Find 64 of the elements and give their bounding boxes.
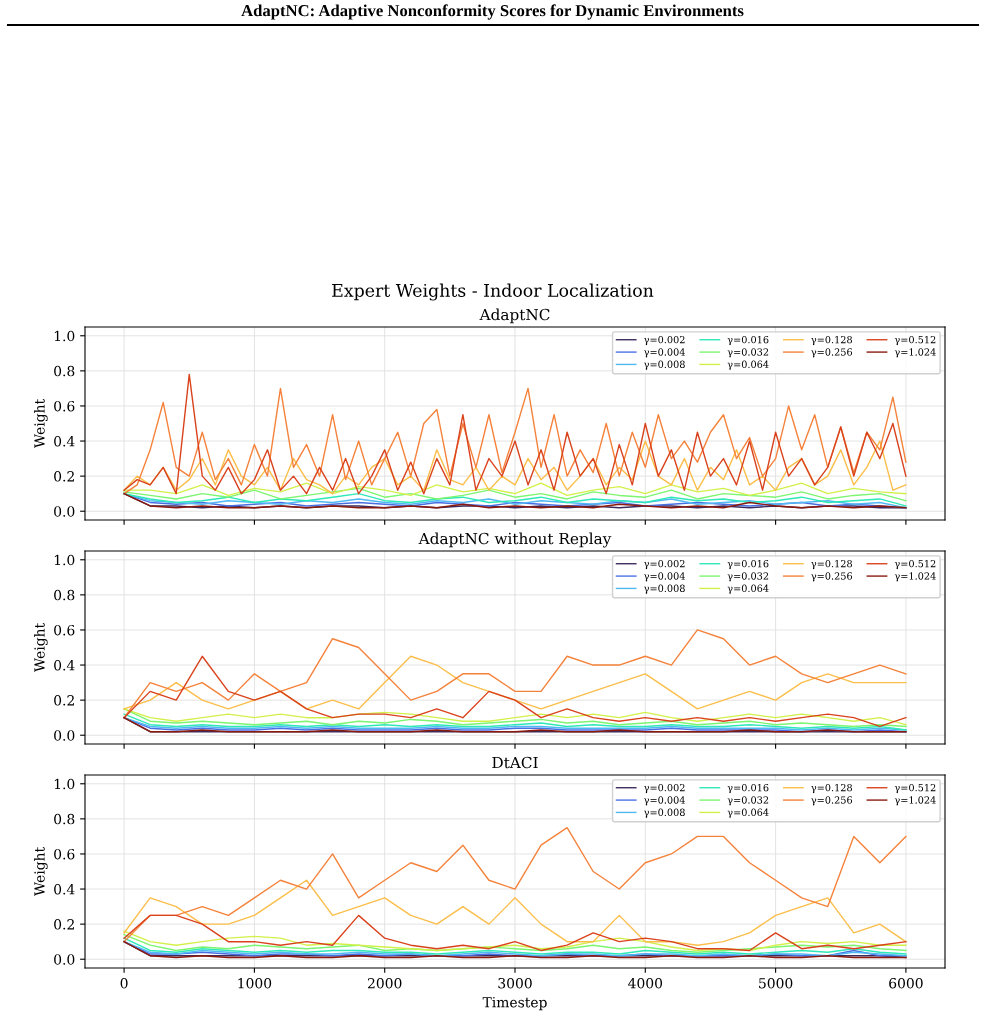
legend-label: γ=0.128 [811,335,852,346]
text: AdaptNC: Adaptive Nonconformity Scores for Dynamic Environments [241,4,744,20]
y-tick-label: 1.0 [54,778,75,790]
y-tick-label: 0.8 [54,365,75,377]
legend-label: γ=0.128 [811,559,852,570]
legend-label: γ=0.512 [894,335,936,346]
legend-label: γ=0.512 [894,783,936,794]
y-axis-title: Weight [34,847,48,897]
legend-label: γ=1.024 [894,572,936,582]
y-tick-label: 0.8 [54,589,75,601]
legend-label: γ=0.002 [644,783,685,794]
legend-label: γ=0.004 [644,572,685,582]
legend-label: γ=1.024 [894,796,936,806]
y-tick-label: 0.8 [54,813,75,825]
x-tick-label: 0 [120,977,128,989]
y-tick-label: 0.4 [54,436,75,447]
y-tick-label: 0.6 [54,848,75,860]
legend-label: γ=0.032 [727,348,769,358]
x-tick-label: 2000 [367,977,402,989]
legend-label: γ=0.008 [644,808,685,818]
y-tick-label: 0.0 [54,730,75,741]
y-tick-label: 0.2 [54,695,74,706]
legend-label: γ=0.008 [644,360,685,370]
legend-label: γ=0.008 [644,584,685,594]
legend-label: γ=0.064 [727,808,769,818]
y-axis-title: Weight [34,623,48,673]
y-tick-label: 0.4 [54,884,75,895]
legend-label: γ=0.064 [727,360,769,370]
chart-subtitle: AdaptNC [479,308,550,324]
legend-label: γ=0.032 [727,796,769,806]
legend-label: γ=0.064 [727,584,769,594]
chart-title: Expert Weights - Indoor Localization [332,283,654,301]
legend-label: γ=0.128 [811,783,852,794]
legend-label: γ=0.256 [811,348,853,358]
y-tick-label: 0.6 [54,624,75,636]
y-tick-label: 0.4 [54,660,75,671]
legend-label: γ=0.002 [644,335,685,346]
y-tick-label: 0.6 [54,400,75,412]
legend-label: γ=0.016 [727,783,769,794]
x-axis-title: Timestep [482,997,547,1011]
legend-label: γ=1.024 [894,348,936,358]
x-tick-label: 5000 [759,977,793,989]
y-axis-title: Weight [34,399,48,449]
y-tick-label: 1.0 [54,330,75,342]
x-tick-label: 4000 [628,977,663,989]
y-tick-label: 0.0 [54,506,75,517]
x-tick-label: 6000 [889,977,923,989]
y-tick-label: 0.0 [54,954,75,965]
legend-label: γ=0.032 [727,572,769,582]
legend-label: γ=0.004 [644,348,685,358]
legend-label: γ=0.016 [727,559,769,570]
chart-title: DtACI [492,756,538,769]
x-tick-label: 3000 [498,977,532,989]
x-tick-label: 1000 [238,977,272,989]
y-tick-label: 0.2 [54,471,74,482]
legend-label: γ=0.256 [811,796,853,806]
chart-title: AdaptNC without Replay [418,532,612,548]
legend-label: γ=0.512 [894,559,936,570]
legend-label: γ=0.002 [644,559,685,570]
y-tick-label: 1.0 [54,554,75,566]
legend-label: γ=0.004 [644,796,685,806]
legend-label: γ=0.016 [727,335,769,346]
legend-label: γ=0.256 [811,572,853,582]
y-tick-label: 0.2 [54,919,74,930]
